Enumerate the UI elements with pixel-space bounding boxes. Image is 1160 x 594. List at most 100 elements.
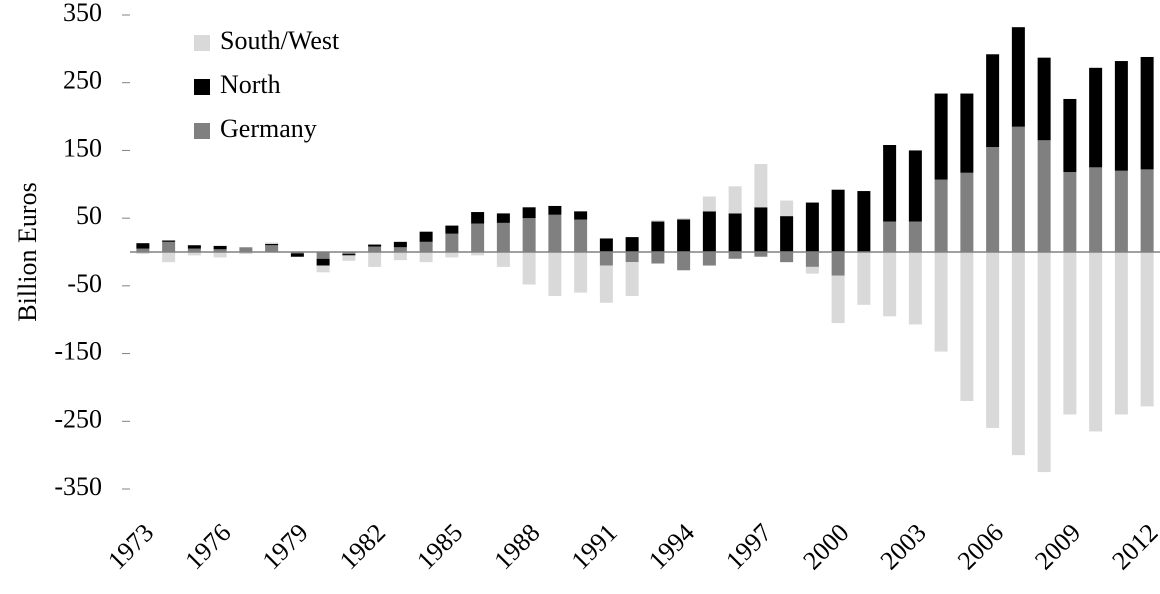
bar — [187, 245, 201, 249]
x-tick-label: 1973 — [102, 518, 159, 575]
bar — [316, 252, 330, 259]
y-tick-label: -350 — [54, 472, 102, 501]
bar — [728, 213, 742, 252]
x-tick-label: 1994 — [643, 518, 700, 575]
x-tick-label: 1976 — [179, 518, 236, 575]
bar — [1089, 167, 1103, 252]
legend-label: South/West — [220, 26, 340, 55]
bar — [393, 241, 407, 248]
bar — [625, 252, 639, 263]
bar — [265, 243, 279, 246]
bar — [342, 255, 356, 261]
bar — [496, 252, 510, 267]
bar — [1114, 61, 1128, 171]
bar — [831, 275, 845, 324]
bar — [1140, 56, 1154, 170]
bar — [934, 252, 948, 352]
bar — [677, 219, 691, 252]
bar — [213, 249, 227, 252]
x-tick-label: 2003 — [875, 518, 932, 575]
bar — [1089, 252, 1103, 432]
y-tick-label: -150 — [54, 337, 102, 366]
bar — [419, 252, 433, 263]
bar — [857, 252, 871, 305]
bar — [522, 207, 536, 219]
bar — [986, 252, 1000, 429]
bar — [651, 220, 665, 222]
bar — [1140, 252, 1154, 407]
bar — [574, 219, 588, 252]
bar — [548, 214, 562, 252]
bar — [960, 172, 974, 252]
bar — [857, 191, 871, 252]
legend-swatch — [194, 123, 210, 139]
bar — [265, 242, 279, 244]
x-tick-label: 1988 — [488, 518, 545, 575]
bar — [1011, 252, 1025, 456]
x-tick-label: 2012 — [1106, 518, 1160, 575]
bar — [883, 252, 897, 317]
x-tick-label: 1997 — [720, 518, 777, 575]
bar — [187, 252, 201, 256]
bar — [471, 223, 485, 252]
x-tick-label: 2000 — [797, 518, 854, 575]
bar — [677, 218, 691, 220]
x-tick-label: 2009 — [1029, 518, 1086, 575]
bar — [780, 252, 794, 263]
bar — [368, 244, 382, 247]
bar — [1089, 67, 1103, 168]
bar — [1037, 140, 1051, 252]
bar — [1037, 252, 1051, 473]
bar — [239, 252, 253, 255]
bar — [908, 252, 922, 325]
y-tick-label: 350 — [63, 0, 102, 27]
bar — [625, 262, 639, 297]
bar — [599, 238, 613, 252]
bar — [445, 252, 459, 258]
bar — [908, 150, 922, 222]
bar — [162, 240, 176, 242]
bar — [522, 252, 536, 285]
bar — [445, 225, 459, 234]
bar — [908, 221, 922, 252]
bar — [290, 253, 304, 257]
bar — [599, 252, 613, 266]
y-tick-label: 150 — [63, 133, 102, 162]
bar — [1063, 172, 1077, 252]
bar — [677, 252, 691, 271]
x-tick-label: 1991 — [566, 518, 623, 575]
bar — [1011, 27, 1025, 127]
bar — [548, 252, 562, 297]
legend-label: North — [220, 70, 281, 99]
legend-swatch — [194, 79, 210, 95]
bar — [883, 145, 897, 222]
bar — [574, 211, 588, 220]
bar — [805, 252, 819, 267]
bar — [805, 202, 819, 252]
bar — [1140, 169, 1154, 252]
bar — [419, 241, 433, 252]
bar — [342, 254, 356, 256]
y-axis-label: Billion Euros — [13, 182, 42, 321]
bar — [728, 252, 742, 259]
bar — [702, 211, 716, 252]
bar — [471, 212, 485, 224]
bar — [934, 93, 948, 180]
bar — [548, 205, 562, 215]
bar — [702, 196, 716, 212]
bar — [239, 247, 253, 252]
bar — [136, 248, 150, 252]
legend-label: Germany — [220, 114, 317, 143]
x-tick-label: 1982 — [334, 518, 391, 575]
bar — [419, 231, 433, 242]
bar — [728, 186, 742, 214]
bar — [754, 207, 768, 252]
bar — [625, 237, 639, 252]
bar — [316, 258, 330, 266]
bar — [780, 200, 794, 217]
bar — [702, 252, 716, 266]
bar — [960, 93, 974, 173]
bar — [213, 245, 227, 250]
bar — [599, 265, 613, 303]
